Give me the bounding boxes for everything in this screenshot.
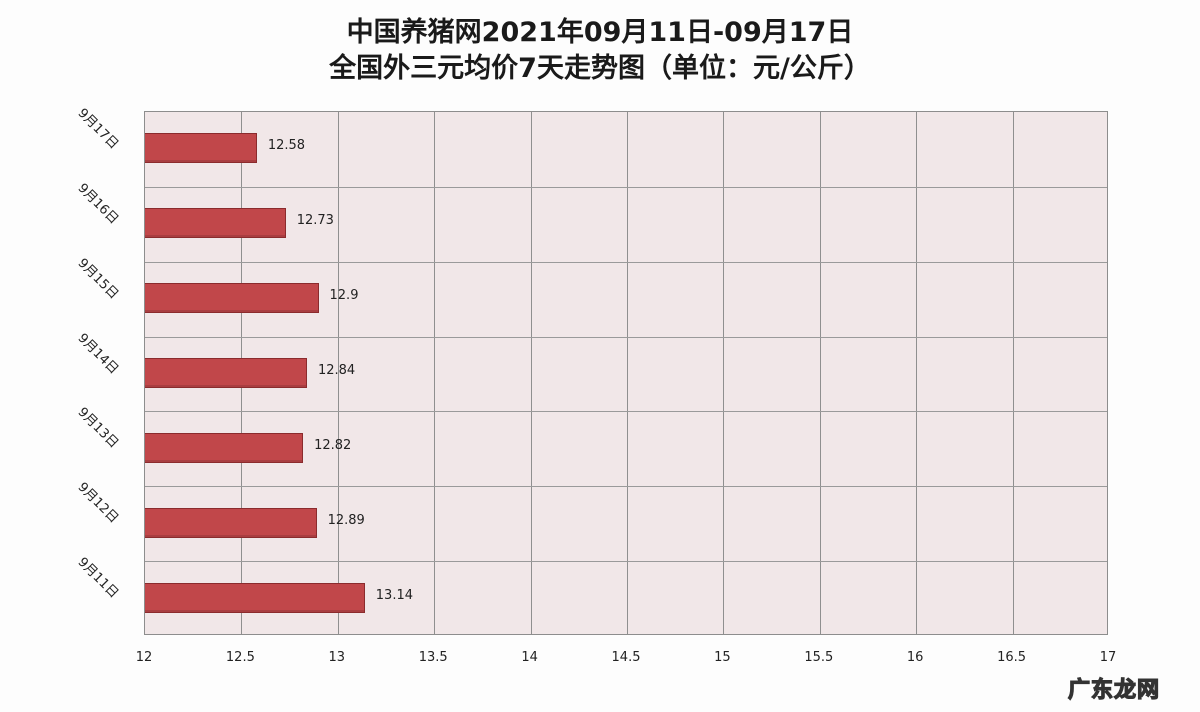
bar (145, 208, 286, 239)
y-gridline (145, 411, 1107, 413)
y-category-label: 9月11日 (74, 554, 122, 602)
x-tick-label: 13 (328, 650, 346, 665)
y-gridline (145, 486, 1107, 488)
x-gridline (1012, 112, 1014, 634)
y-category-label: 9月13日 (74, 405, 122, 452)
x-gridline (916, 112, 918, 634)
bar-value-label: 12.73 (296, 213, 334, 229)
x-gridline (530, 112, 532, 634)
y-gridline (145, 186, 1107, 188)
bar-value-label: 12.89 (327, 512, 365, 528)
y-gridline (145, 561, 1107, 563)
watermark: 广东龙网 (1067, 677, 1161, 703)
x-tick-label: 13.5 (418, 650, 448, 665)
x-tick-label: 15 (714, 650, 731, 665)
y-category-label: 9月17日 (74, 105, 122, 153)
chart-title-line2: 全国外三元均价7天走势图（单位：元/公斤） (329, 53, 871, 84)
bar-value-label: 12.84 (317, 363, 356, 378)
x-gridline (337, 112, 339, 634)
x-tick-label: 16 (906, 650, 924, 665)
bar-value-label: 12.82 (314, 437, 352, 453)
x-tick-label: 15.5 (804, 650, 834, 665)
bar (145, 507, 317, 538)
y-category-label: 9月14日 (74, 330, 122, 377)
bar-value-label: 12.58 (267, 138, 306, 154)
y-category-label: 9月12日 (74, 480, 122, 527)
plot-area (144, 111, 1108, 635)
x-tick-label: 12.5 (225, 650, 255, 665)
y-category-label: 9月16日 (74, 180, 122, 228)
bar (145, 432, 304, 463)
bar (145, 133, 257, 164)
x-gridline (627, 112, 628, 634)
y-gridline (145, 261, 1107, 263)
x-gridline (723, 112, 725, 634)
y-gridline (145, 336, 1107, 338)
x-tick-label: 12 (135, 650, 153, 665)
x-tick-label: 14.5 (611, 650, 641, 665)
y-category-label: 9月15日 (74, 255, 122, 303)
bar-value-label: 12.9 (329, 288, 359, 304)
x-tick-label: 16.5 (997, 650, 1027, 665)
x-tick-label: 17 (1099, 650, 1117, 665)
x-gridline (434, 112, 436, 634)
x-gridline (819, 112, 821, 634)
chart-title-line1: 中国养猪网2021年09月11日-09月17日 (346, 17, 854, 48)
x-tick-label: 14 (521, 650, 538, 665)
bar-value-label: 13.14 (375, 587, 413, 603)
bar (145, 283, 319, 314)
bar (145, 358, 307, 388)
bar (145, 582, 365, 613)
